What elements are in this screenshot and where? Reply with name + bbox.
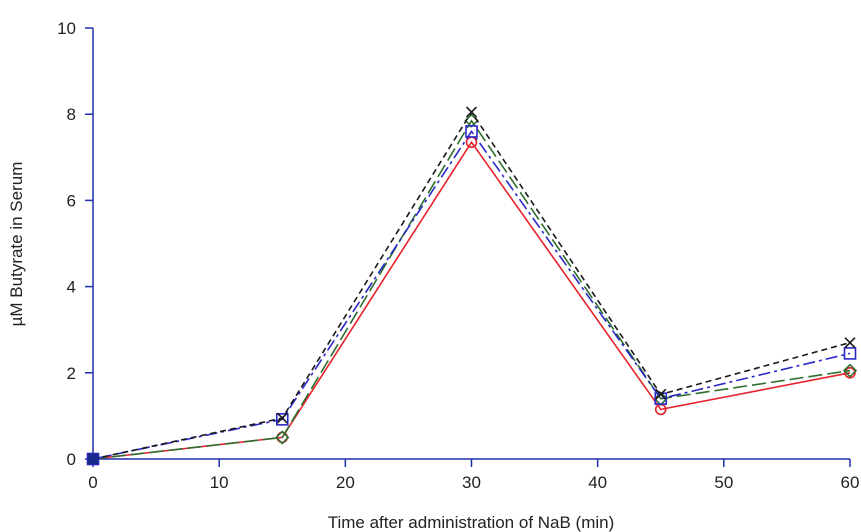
series-line bbox=[92, 119, 851, 460]
data-point bbox=[842, 363, 858, 378]
x-tick-label: 60 bbox=[841, 473, 860, 492]
y-tick-label: 8 bbox=[67, 105, 76, 124]
series-4 bbox=[87, 106, 856, 465]
data-point bbox=[465, 125, 478, 138]
data-point bbox=[465, 106, 478, 118]
x-axis-label: Time after administration of NaB (min) bbox=[328, 513, 615, 532]
series-layer bbox=[85, 106, 858, 467]
data-point bbox=[275, 413, 289, 426]
x-tick-label: 40 bbox=[588, 473, 607, 492]
data-point bbox=[844, 366, 856, 379]
data-point bbox=[276, 412, 288, 424]
series-line bbox=[92, 129, 851, 460]
origin-point bbox=[88, 454, 98, 464]
data-point bbox=[275, 430, 290, 445]
series-line bbox=[92, 140, 851, 460]
x-tick-label: 30 bbox=[462, 473, 481, 492]
y-tick-label: 4 bbox=[67, 278, 76, 297]
y-tick-label: 2 bbox=[67, 364, 76, 383]
series-2 bbox=[85, 113, 858, 467]
axes: 0 10 20 30 40 50 60 0 2 4 6 8 10 bbox=[57, 19, 859, 492]
series-line bbox=[92, 110, 851, 460]
data-point bbox=[86, 452, 100, 466]
series-1 bbox=[87, 136, 856, 465]
x-tick-label: 10 bbox=[210, 473, 229, 492]
series-3 bbox=[86, 125, 857, 466]
data-point bbox=[843, 347, 857, 360]
y-tick-label: 10 bbox=[57, 19, 76, 38]
y-tick-label: 6 bbox=[67, 191, 76, 210]
data-point bbox=[655, 388, 667, 400]
x-tick-label: 20 bbox=[336, 473, 355, 492]
y-tick-label: 0 bbox=[67, 450, 76, 469]
x-tick-label: 50 bbox=[714, 473, 733, 492]
x-tick-label: 0 bbox=[88, 473, 97, 492]
y-axis-label: µM Butyrate in Serum bbox=[7, 162, 26, 327]
data-point bbox=[844, 337, 856, 349]
